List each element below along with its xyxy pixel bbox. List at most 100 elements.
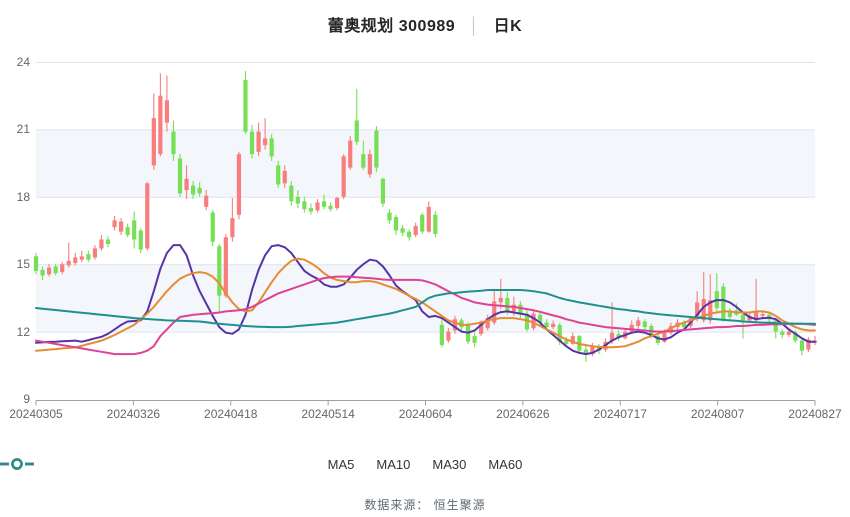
candle-body: [551, 323, 556, 328]
candle-body: [773, 320, 778, 332]
candle-body: [184, 178, 189, 191]
candle-body: [92, 248, 98, 258]
candle-body: [177, 158, 183, 194]
candle-body: [590, 346, 595, 355]
x-tick-label: 20240326: [106, 407, 161, 421]
legend-label: MA5: [327, 457, 355, 472]
candle-body: [393, 217, 399, 231]
candle-body: [86, 254, 91, 260]
candle-body: [806, 339, 811, 350]
candle-body: [747, 315, 752, 321]
candle-body: [492, 301, 497, 323]
candle-body: [79, 256, 84, 260]
x-tick-label: 20240827: [788, 407, 842, 421]
candle-body: [479, 321, 484, 334]
candle-body: [452, 319, 458, 331]
candle-body: [701, 299, 706, 321]
candle-body: [217, 246, 222, 296]
candle-body: [799, 340, 805, 351]
candle-body: [138, 230, 143, 250]
legend-item-ma60[interactable]: MA60: [0, 457, 523, 472]
candle-body: [289, 185, 294, 202]
candle-body: [249, 131, 255, 155]
candle-body: [282, 170, 287, 184]
ma-legend: MA5 MA10 MA30 MA60: [0, 457, 850, 472]
candle-body: [695, 302, 700, 320]
candle-body: [308, 208, 314, 212]
legend-label: MA10: [376, 457, 411, 472]
data-source-footer: 数据来源： 恒生聚源: [364, 498, 486, 512]
candle-body: [537, 314, 543, 323]
candle-body: [557, 324, 562, 342]
candle-body: [191, 185, 196, 195]
y-tick-label: 21: [16, 122, 30, 137]
candle-body: [119, 221, 124, 232]
candle-body: [511, 304, 516, 312]
candle-body: [158, 95, 163, 155]
candle-body: [753, 311, 759, 321]
candle-body: [348, 140, 353, 168]
candle-body: [315, 202, 320, 211]
candle-body: [53, 266, 58, 274]
y-tick-label: 18: [16, 189, 30, 204]
candle-body: [204, 195, 209, 207]
candle-body: [505, 297, 510, 312]
candle-body: [681, 322, 687, 328]
candle-body: [793, 332, 798, 341]
candle-body: [727, 311, 732, 317]
legend-label: MA60: [488, 457, 523, 472]
legend-item-ma30[interactable]: MA30: [0, 457, 466, 472]
candle-body: [236, 154, 242, 215]
legend-marker-icon: [0, 458, 34, 470]
chart-title-stock: 蕾奥规划 300989: [327, 18, 456, 35]
candle-body: [263, 138, 268, 146]
x-tick-label: 20240514: [301, 407, 355, 421]
candle-body: [616, 333, 621, 339]
candle-body: [210, 212, 215, 242]
ma-line-ma5: [35, 244, 816, 356]
candle-body: [662, 332, 667, 342]
candle-body: [524, 313, 530, 330]
candle-body: [721, 286, 726, 320]
candle-body: [354, 120, 359, 142]
candle-body: [295, 196, 300, 204]
candle-body: [629, 324, 634, 332]
ma-line-ma60: [35, 289, 816, 329]
x-tick-label: 20240305: [9, 407, 63, 421]
candle-body: [446, 331, 451, 341]
candle-body: [708, 300, 713, 321]
candle-body: [243, 79, 248, 132]
candlestick-plot: [33, 62, 818, 406]
candle-body: [668, 325, 674, 333]
legend-item-ma5[interactable]: MA5: [0, 457, 355, 472]
candle-body: [472, 336, 477, 343]
candle-body: [151, 118, 156, 166]
x-tick-label: 20240626: [496, 407, 550, 421]
candle-body: [230, 218, 235, 238]
candle-body: [426, 206, 431, 232]
y-tick-label: 9: [23, 392, 30, 406]
x-tick-label: 20240717: [593, 407, 647, 421]
y-tick-label: 24: [16, 55, 30, 69]
candle-body: [33, 256, 39, 271]
candle-body: [498, 297, 503, 303]
candle-body: [328, 205, 333, 210]
candle-body: [531, 313, 536, 329]
chart-title: 蕾奥规划 300989 │ 日K: [0, 12, 850, 36]
candle-body: [367, 154, 372, 175]
chart-title-divider: │: [469, 18, 480, 35]
candle-body: [112, 220, 117, 228]
ma-line-ma10: [35, 257, 816, 352]
candle-body: [485, 318, 490, 329]
candle-body: [99, 239, 104, 249]
candle-body: [197, 187, 202, 194]
candle-body: [380, 178, 386, 204]
candle-body: [564, 340, 569, 344]
candle-body: [636, 320, 641, 326]
candle-body: [73, 257, 78, 264]
legend-item-ma10[interactable]: MA10: [0, 457, 411, 472]
candle-body: [302, 201, 307, 210]
candle-body: [132, 220, 137, 240]
candle-body: [40, 269, 45, 276]
